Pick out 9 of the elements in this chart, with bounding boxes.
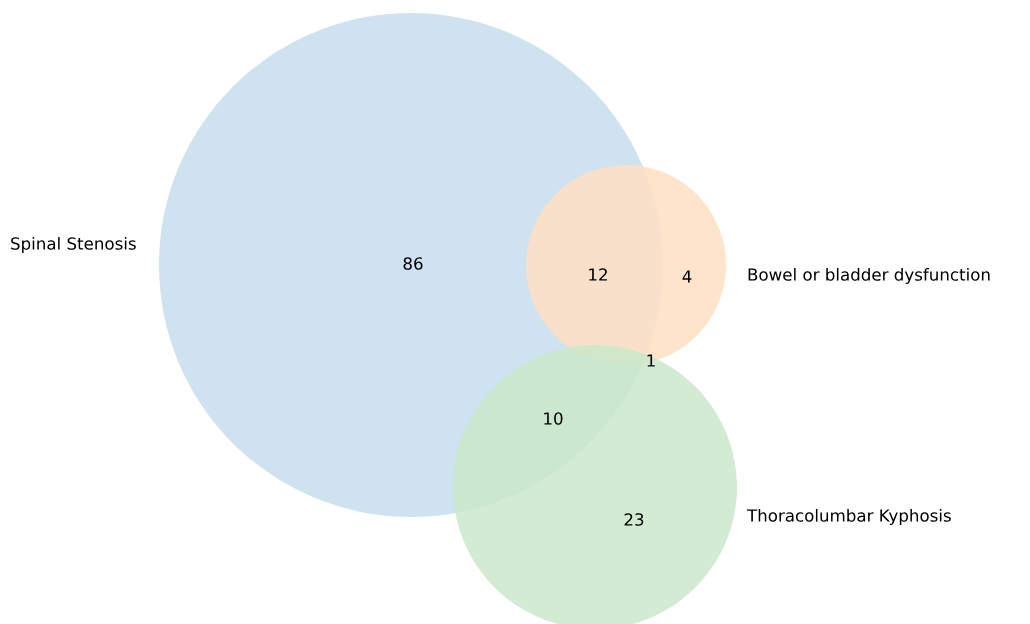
data-label: 86 <box>403 257 423 270</box>
text: 1 <box>647 354 655 367</box>
category-label: Spinal Stenosis <box>11 236 136 254</box>
category-label: Thoracolumbar Kyphosis <box>746 508 951 526</box>
text: 10 <box>544 412 563 425</box>
data-label: 23 <box>624 513 644 526</box>
text: 12 <box>589 268 607 281</box>
category-label: Bowel or bladder dysfunction <box>748 267 990 285</box>
data-label: 4 <box>682 270 692 283</box>
